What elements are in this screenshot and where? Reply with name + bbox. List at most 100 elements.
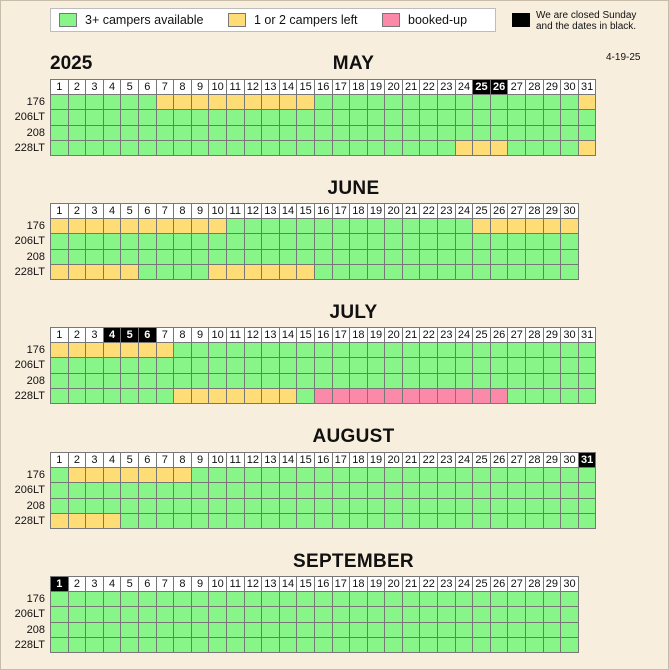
availability-cell (366, 497, 386, 514)
availability-cell (243, 497, 263, 514)
day-number: 15 (296, 79, 315, 96)
availability-cell (419, 606, 439, 623)
availability-cell (296, 218, 315, 235)
availability-cell (120, 248, 139, 265)
availability-cell (296, 233, 315, 250)
availability-cell (155, 139, 175, 156)
day-number: 24 (454, 452, 474, 469)
availability-cell (437, 467, 456, 484)
day-number: 23 (437, 452, 456, 469)
availability-cell (225, 636, 245, 653)
availability-cell (243, 139, 263, 156)
legend: 3+ campers available 1 or 2 campers left… (50, 8, 496, 32)
day-header-row: 1 2 3 4 5 6 7 8 9 10 11 12 13 14 15 16 17 18 19 20 21 22 23 24 2… (50, 203, 579, 220)
availability-cell (577, 109, 597, 126)
availability-cell (173, 263, 192, 280)
day-number: 8 (173, 327, 192, 344)
availability-cell (489, 139, 509, 156)
availability-cell (401, 109, 421, 126)
availability-cell (278, 139, 298, 156)
availability-cell (296, 372, 315, 389)
availability-cell (261, 248, 280, 265)
availability-cell (331, 591, 351, 608)
day-number: 29 (542, 576, 562, 593)
availability-cell (313, 606, 333, 623)
availability-cell (173, 139, 192, 156)
availability-cell (173, 591, 192, 608)
day-number: 9 (190, 576, 210, 593)
camper-row-206lt (50, 606, 579, 623)
availability-cell (419, 621, 439, 638)
day-number: 20 (384, 452, 403, 469)
availability-cell (472, 372, 491, 389)
availability-cell (313, 482, 333, 499)
availability-cell (208, 248, 227, 265)
availability-cell (507, 621, 527, 638)
day-number: 29 (542, 452, 562, 469)
availability-cell (384, 109, 403, 126)
availability-cell (261, 636, 280, 653)
availability-cell (67, 124, 87, 141)
availability-cell (85, 342, 104, 359)
camper-row-176 (50, 467, 597, 484)
availability-cell (243, 109, 263, 126)
few-left-swatch (228, 13, 246, 27)
availability-cell (507, 636, 527, 653)
availability-cell (437, 606, 456, 623)
availability-cell (331, 139, 351, 156)
availability-cell (120, 636, 139, 653)
day-header-row: 1 2 3 4 5 6 7 8 9 10 11 12 13 14 15 16 17 18 19 20 21 22 23 24 2… (50, 452, 597, 469)
camper-labels: 176 206LT 208 228LT (0, 218, 45, 279)
day-number: 20 (384, 327, 403, 344)
availability-cell (331, 342, 351, 359)
month-title-june: JUNE (327, 178, 380, 199)
camper-label: 228LT (14, 141, 45, 154)
available-swatch (59, 13, 77, 27)
camper-row-228lt (50, 387, 597, 404)
availability-cell (278, 372, 298, 389)
availability-cell (437, 124, 456, 141)
availability-cell (225, 263, 245, 280)
availability-cell (507, 263, 527, 280)
availability-cell (225, 372, 245, 389)
availability-cell (507, 482, 527, 499)
camper-label: 206LT (14, 111, 45, 124)
camper-label: 228LT (14, 514, 45, 527)
day-number: 1 (50, 203, 69, 220)
day-number: 6 (137, 79, 157, 96)
availability-cell (349, 606, 368, 623)
availability-cell (419, 139, 439, 156)
closed-note-line2: and the dates in black. (536, 21, 637, 32)
availability-cell (173, 109, 192, 126)
closed-note-line1: We are closed Sunday (536, 10, 637, 21)
availability-cell (437, 357, 456, 374)
availability-cell (120, 357, 139, 374)
day-number: 28 (525, 203, 544, 220)
availability-cell (173, 621, 192, 638)
availability-cell (525, 387, 544, 404)
day-number: 22 (419, 203, 439, 220)
availability-cell (401, 357, 421, 374)
availability-cell (296, 263, 315, 280)
camper-label: 176 (26, 220, 45, 233)
availability-cell (525, 357, 544, 374)
availability-cell (419, 497, 439, 514)
availability-cell (261, 482, 280, 499)
availability-cell (489, 357, 509, 374)
availability-cell (67, 263, 87, 280)
day-number: 9 (190, 79, 210, 96)
availability-cell (190, 636, 210, 653)
availability-cell (349, 482, 368, 499)
day-number: 2 (67, 452, 87, 469)
month-title-july: JULY (329, 302, 378, 323)
availability-cell (384, 482, 403, 499)
availability-cell (208, 263, 227, 280)
availability-cell (542, 248, 562, 265)
availability-cell (155, 94, 175, 111)
availability-cell (472, 357, 491, 374)
availability-cell (261, 139, 280, 156)
availability-cell (296, 482, 315, 499)
day-number: 18 (349, 327, 368, 344)
closed-swatch (512, 13, 530, 27)
availability-cell (525, 342, 544, 359)
